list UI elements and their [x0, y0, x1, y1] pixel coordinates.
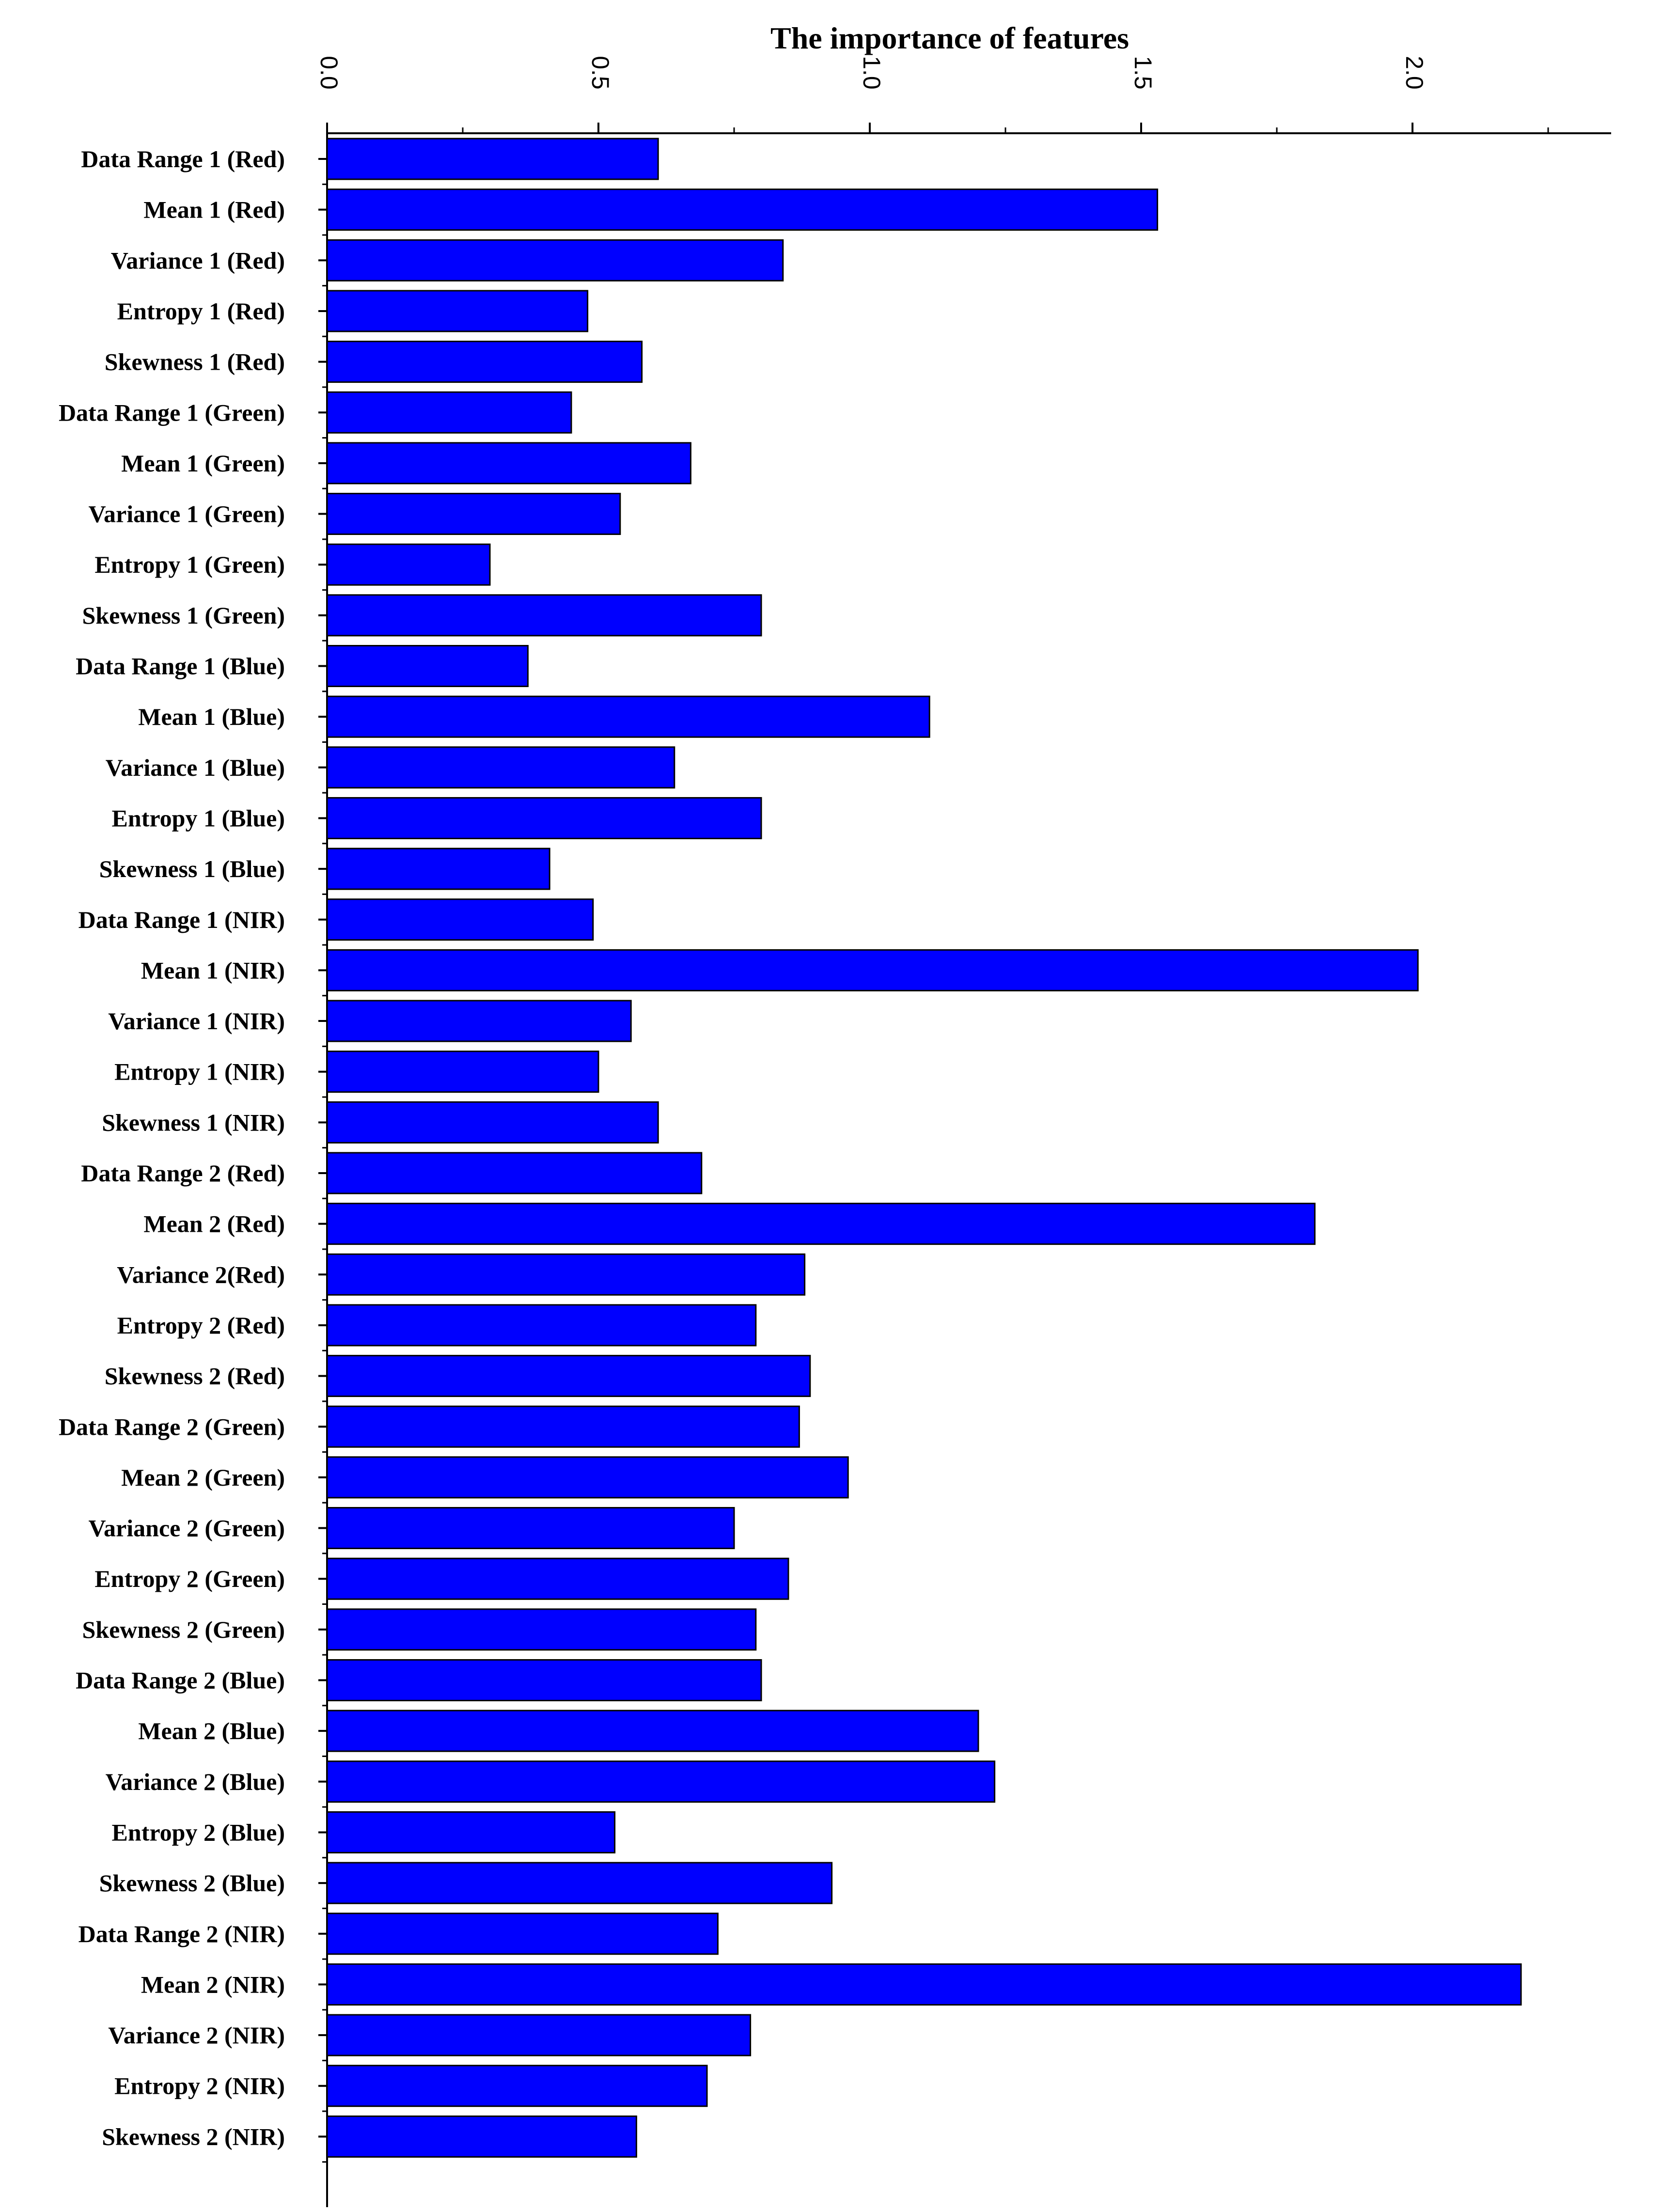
category-label: Mean 2 (Blue) — [138, 1717, 285, 1744]
category-label: Data Range 2 (NIR) — [78, 1920, 285, 1947]
bar — [326, 1811, 616, 1853]
category-label: Entropy 1 (Green) — [94, 551, 285, 578]
bar — [326, 1710, 979, 1752]
bar — [326, 1659, 762, 1701]
category-labels: Data Range 1 (Red) Mean 1 (Red) Variance 1… — [59, 145, 285, 2150]
bar — [326, 391, 572, 434]
x-tick-label: 0.5 — [587, 56, 614, 90]
bar — [326, 645, 529, 687]
category-label: Data Range 1 (Blue) — [76, 653, 285, 680]
bar — [326, 1152, 703, 1194]
category-label: Mean 2 (NIR) — [141, 1971, 285, 1998]
bar — [326, 2065, 708, 2107]
category-label: Variance 1 (NIR) — [108, 1007, 285, 1035]
category-label: Mean 2 (Green) — [121, 1464, 285, 1491]
category-label: Mean 1 (Red) — [143, 196, 285, 223]
bar — [326, 797, 762, 839]
category-label: Variance 2 (Blue) — [106, 1768, 285, 1795]
x-tick-label: 2.0 — [1401, 56, 1428, 90]
bar — [326, 847, 550, 890]
category-label: Entropy 1 (Red) — [117, 298, 285, 325]
bar — [326, 341, 643, 383]
category-label: Skewness 2 (NIR) — [102, 2123, 285, 2150]
category-label: Entropy 1 (NIR) — [114, 1058, 285, 1085]
category-label: Variance 1 (Blue) — [106, 754, 285, 781]
category-label: Entropy 2 (Blue) — [112, 1819, 285, 1846]
category-label: Entropy 2 (Green) — [94, 1565, 285, 1592]
bar — [326, 442, 691, 485]
category-label: Mean 1 (NIR) — [141, 957, 285, 984]
bar — [326, 898, 594, 941]
chart-title: The importance of features — [770, 21, 1129, 55]
category-label: Data Range 1 (Red) — [81, 145, 285, 173]
category-label: Data Range 2 (Green) — [59, 1413, 285, 1440]
category-label: Entropy 2 (NIR) — [114, 2072, 285, 2100]
category-label: Skewness 2 (Green) — [82, 1616, 285, 1643]
x-tick-label: 1.5 — [1130, 56, 1157, 90]
bar — [326, 1000, 632, 1042]
bar — [326, 290, 589, 332]
bar — [326, 1253, 806, 1296]
bar — [326, 1507, 735, 1550]
category-label: Variance 1 (Green) — [89, 501, 285, 528]
bar — [326, 594, 762, 637]
category-label: Data Range 2 (Red) — [81, 1160, 285, 1187]
category-label: Skewness 1 (NIR) — [102, 1109, 285, 1136]
category-label: Variance 2 (NIR) — [108, 2022, 285, 2049]
category-label: Skewness 2 (Red) — [105, 1363, 285, 1390]
bar — [326, 1963, 1522, 2006]
category-label: Mean 1 (Green) — [121, 450, 285, 477]
x-tick-label: 1.0 — [858, 56, 885, 90]
bar — [326, 1608, 757, 1651]
bar — [326, 1203, 1316, 1245]
bar — [326, 138, 659, 180]
category-label: Variance 2(Red) — [117, 1261, 285, 1288]
category-label: Skewness 1 (Blue) — [99, 855, 285, 882]
bar — [326, 1355, 811, 1397]
category-label: Data Range 2 (Blue) — [76, 1667, 285, 1694]
bar — [326, 2014, 752, 2056]
x-tick-label: 0.0 — [315, 56, 343, 90]
bar — [326, 1760, 996, 1803]
bar — [326, 1913, 719, 1955]
bar — [326, 2115, 637, 2158]
category-label: Data Range 1 (NIR) — [78, 906, 285, 933]
category-label: Entropy 1 (Blue) — [112, 804, 285, 831]
bar — [326, 1456, 849, 1499]
bar — [326, 1557, 789, 1600]
bar — [326, 695, 930, 738]
bar — [326, 1051, 599, 1093]
category-label: Variance 1 (Red) — [111, 247, 285, 274]
bar — [326, 493, 621, 535]
category-label: Skewness 1 (Red) — [105, 348, 285, 376]
category-label: Mean 2 (Red) — [143, 1210, 285, 1238]
bar — [326, 746, 675, 789]
bar — [326, 1101, 659, 1144]
bar — [326, 1304, 757, 1347]
bar — [326, 1862, 833, 1904]
category-label: Skewness 2 (Blue) — [99, 1869, 285, 1897]
bar — [326, 239, 784, 282]
category-label: Mean 1 (Blue) — [138, 703, 285, 730]
bar — [326, 1405, 800, 1448]
bar — [326, 188, 1159, 231]
bar — [326, 543, 491, 586]
category-label: Skewness 1 (Green) — [82, 602, 285, 629]
bar — [326, 949, 1419, 991]
bar-series — [326, 138, 1522, 2158]
category-label: Data Range 1 (Green) — [59, 399, 285, 426]
category-label: Entropy 2 (Red) — [117, 1312, 285, 1339]
category-label: Variance 2 (Green) — [89, 1515, 285, 1542]
